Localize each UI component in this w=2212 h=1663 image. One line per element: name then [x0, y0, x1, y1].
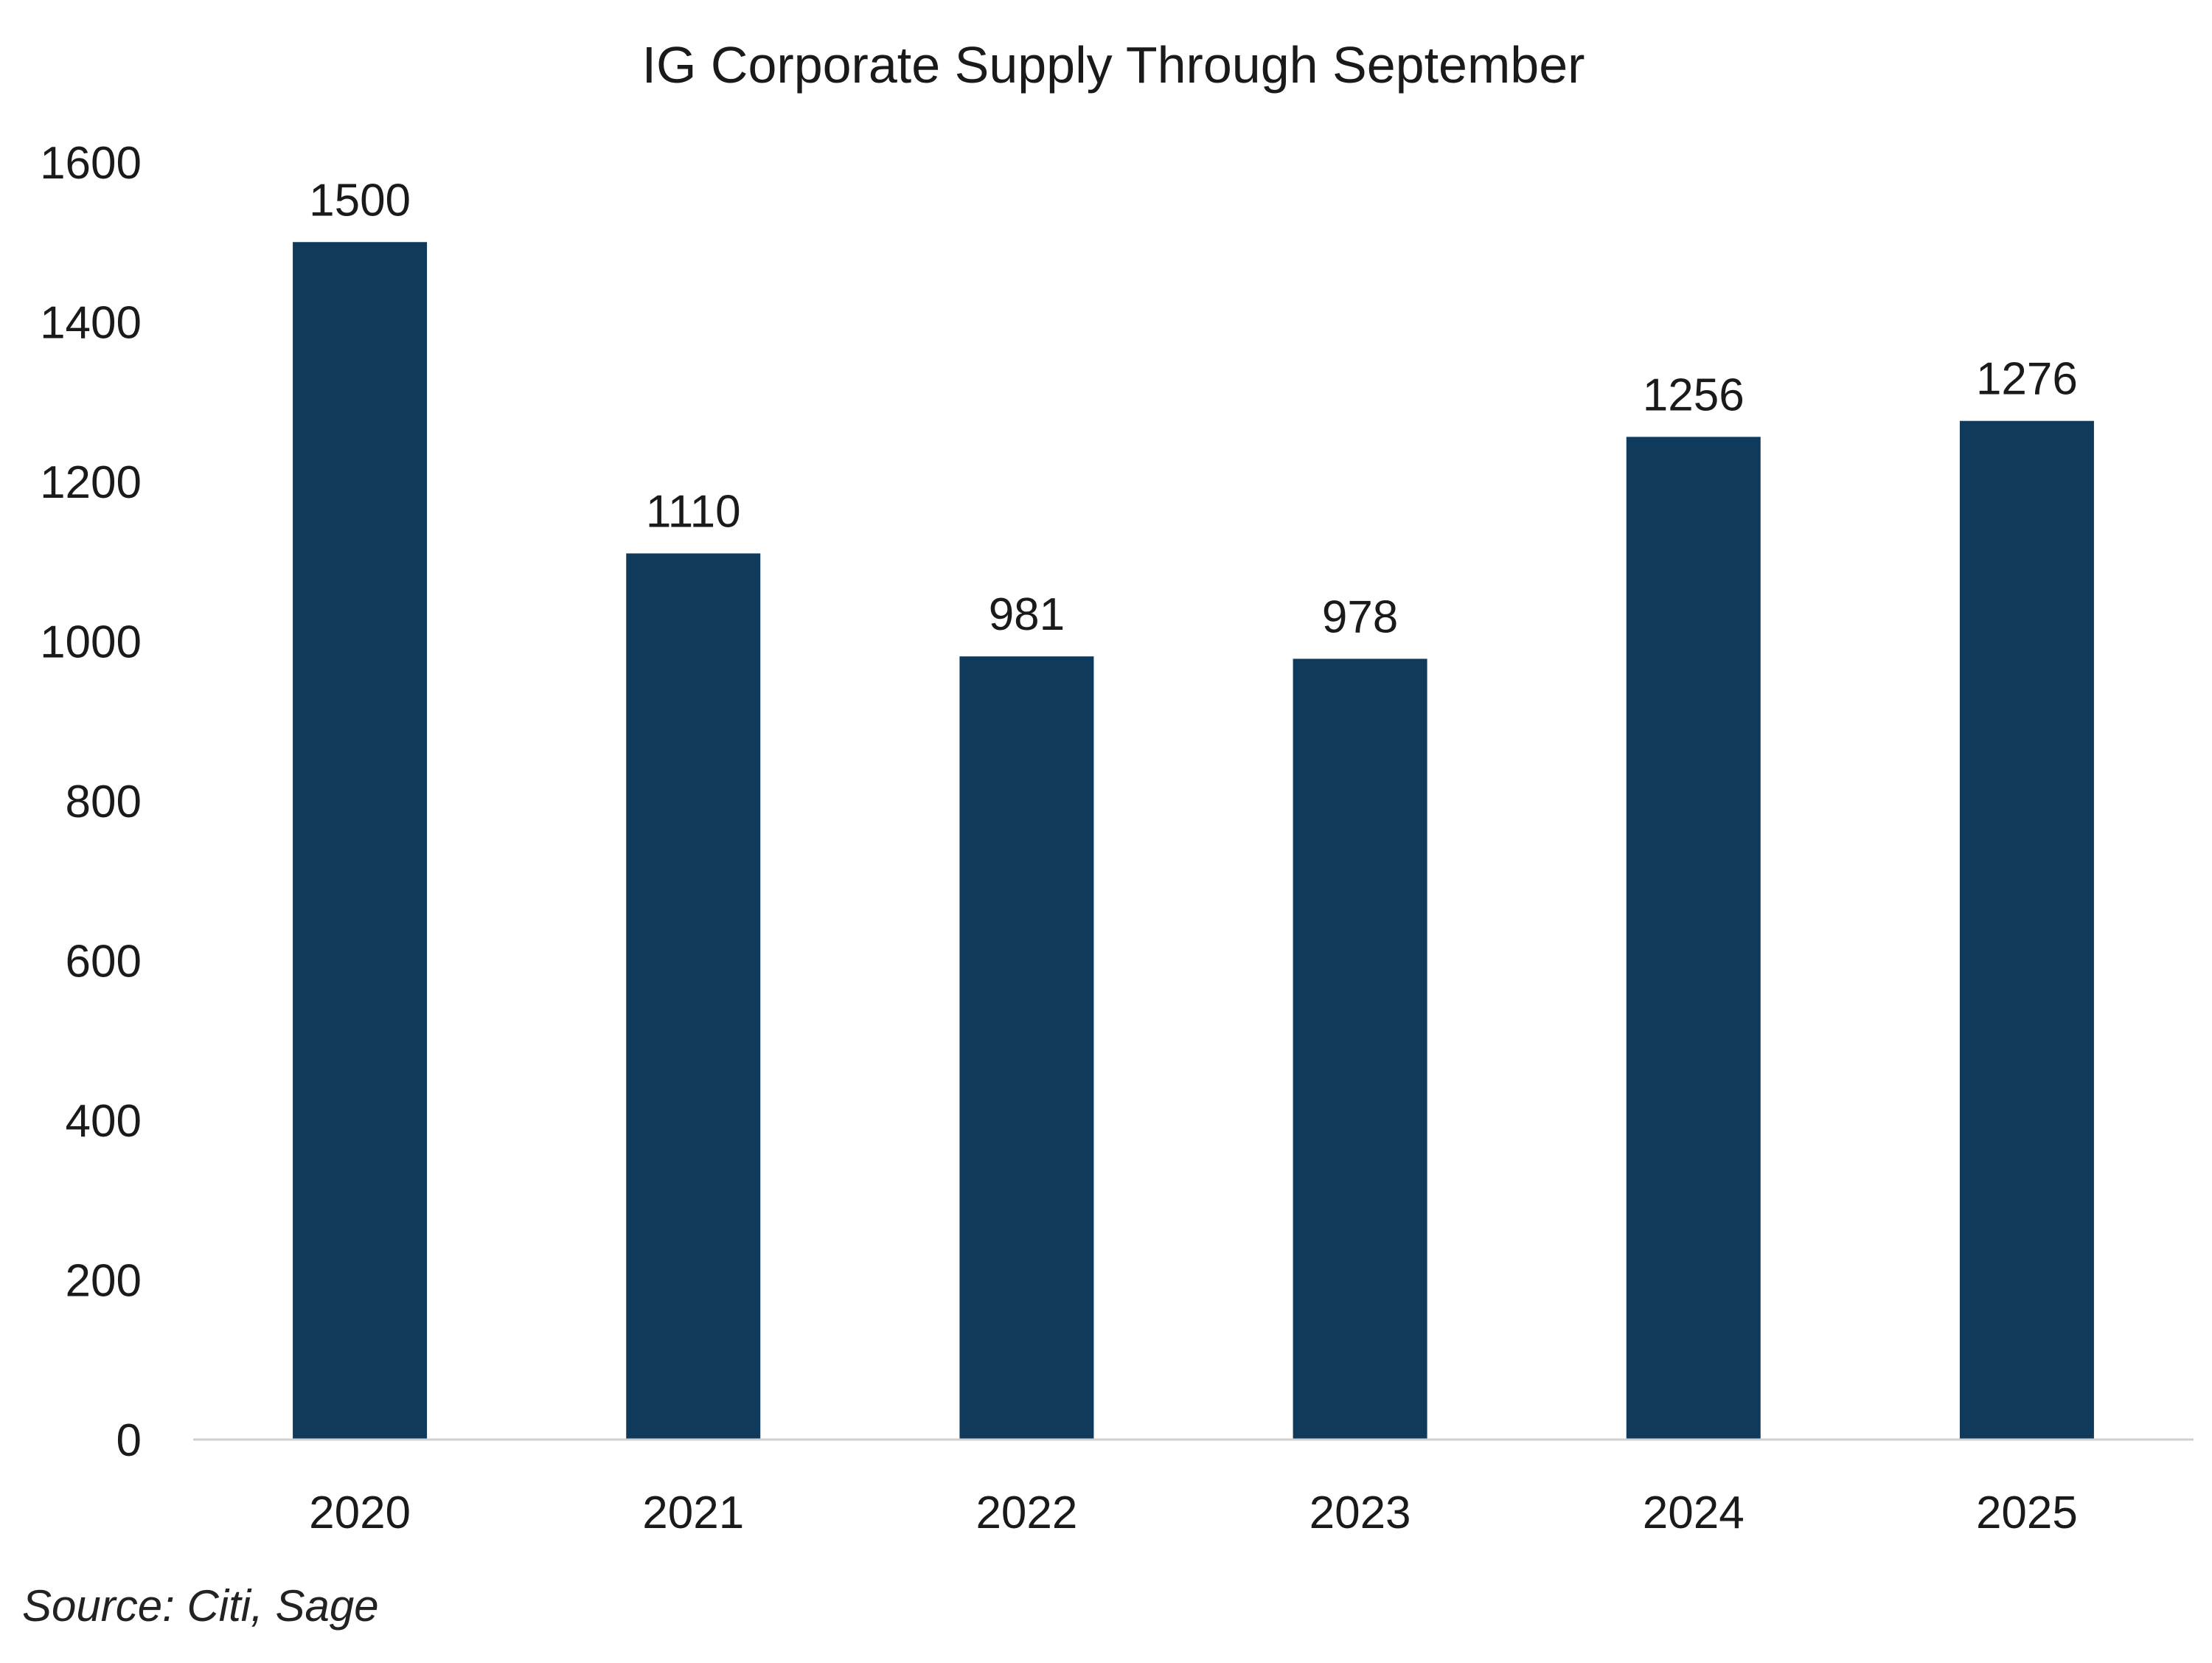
source-note: Source: Citi, Sage: [22, 1581, 379, 1631]
y-tick-label: 1000: [40, 617, 142, 668]
y-tick-label: 1600: [40, 138, 142, 189]
data-labels: 1500 1110 981 978 1256 1276: [309, 175, 2078, 642]
y-tick-label: 800: [66, 777, 142, 827]
data-label-2022: 981: [989, 589, 1065, 640]
y-tick-label: 0: [116, 1415, 142, 1466]
bar-2020: [293, 242, 428, 1440]
bar-2022: [959, 656, 1094, 1440]
y-tick-label: 400: [66, 1096, 142, 1147]
y-tick-label: 200: [66, 1256, 142, 1307]
bar-2023: [1293, 659, 1427, 1440]
data-label-2024: 1256: [1643, 369, 1745, 420]
data-label-2021: 1110: [646, 486, 741, 537]
chart-title: IG Corporate Supply Through September: [642, 36, 1585, 94]
x-tick-label: 2023: [1310, 1487, 1411, 1538]
x-tick-label: 2022: [975, 1487, 1077, 1538]
bar-2025: [1959, 420, 2094, 1440]
bar-2021: [626, 553, 761, 1440]
y-axis: 0 200 400 600 800 1000 1200 1400 1600: [40, 138, 142, 1466]
data-label-2023: 978: [1322, 591, 1398, 642]
x-tick-label: 2025: [1976, 1487, 2078, 1538]
data-label-2020: 1500: [309, 175, 411, 226]
x-axis: 2020 2021 2022 2023 2024 2025: [193, 1438, 2194, 1538]
bar-series: [293, 242, 2094, 1440]
x-tick-label: 2021: [642, 1487, 744, 1538]
x-tick-label: 2020: [309, 1487, 411, 1538]
y-tick-label: 1400: [40, 298, 142, 349]
data-label-2025: 1276: [1976, 354, 2078, 405]
y-tick-label: 1200: [40, 457, 142, 508]
bar-2024: [1626, 437, 1761, 1440]
y-tick-label: 600: [66, 937, 142, 987]
x-tick-label: 2024: [1643, 1487, 1745, 1538]
